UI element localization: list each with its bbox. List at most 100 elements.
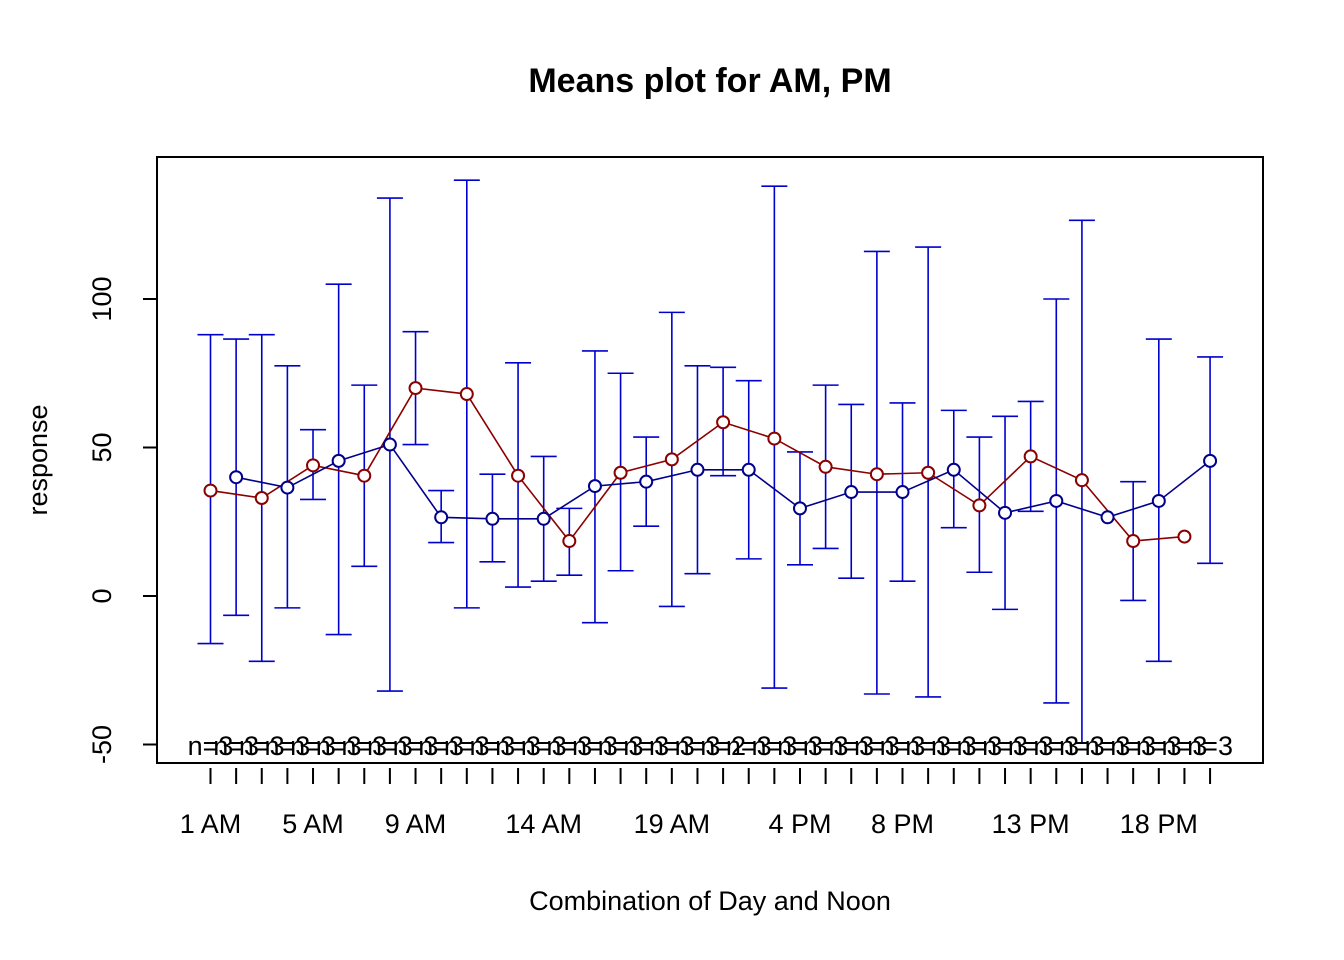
series-lines: [203, 381, 1218, 549]
series-point: [382, 437, 397, 452]
n-label: n=3: [854, 731, 900, 761]
error-bars: [197, 179, 1224, 743]
n-label: n=3: [546, 731, 592, 761]
series-point: [280, 480, 295, 495]
series-point: [690, 462, 705, 477]
series-point: [459, 387, 474, 402]
series-point: [716, 415, 731, 430]
series-point: [408, 381, 423, 396]
series-point: [1151, 493, 1166, 508]
series-point: [664, 452, 679, 467]
y-tick-label: 50: [87, 432, 117, 462]
n-label: n=3: [367, 731, 413, 761]
series-point: [562, 534, 577, 549]
n-label: n=3: [1085, 731, 1131, 761]
n-label: n=3: [649, 731, 695, 761]
series-line: [210, 387, 1185, 543]
n-label: n=3: [956, 731, 1002, 761]
n-label: n=3: [1008, 731, 1054, 761]
series-point: [357, 468, 372, 483]
series-point: [998, 505, 1013, 520]
x-tick-label: 4 PM: [768, 809, 831, 839]
series-point: [511, 468, 526, 483]
n-label: n=3: [290, 731, 336, 761]
n-label: n=3: [598, 731, 644, 761]
series-point: [536, 511, 551, 526]
n-label: n=3: [1059, 731, 1105, 761]
n-label: n=3: [726, 731, 772, 761]
n-label: n=3: [393, 731, 439, 761]
series-point: [639, 474, 654, 489]
series-point: [1100, 510, 1115, 525]
series-point: [767, 431, 782, 446]
x-tick-label: 1 AM: [180, 809, 242, 839]
y-tick-label: 0: [87, 588, 117, 603]
series-1: [203, 381, 1192, 549]
series-point: [331, 453, 346, 468]
n-label: n=3: [1110, 731, 1156, 761]
n-label: n=3: [418, 731, 464, 761]
series-point: [895, 485, 910, 500]
series-point: [306, 458, 321, 473]
n-label: n=3: [495, 731, 541, 761]
x-tick-label: 9 AM: [385, 809, 447, 839]
y-axis-label: response: [23, 404, 53, 515]
series-point: [972, 498, 987, 513]
series-point: [254, 490, 269, 505]
n-label: n=3: [188, 731, 234, 761]
series-point: [1203, 453, 1218, 468]
n-label: n=3: [777, 731, 823, 761]
x-tick-label: 14 AM: [505, 809, 582, 839]
x-tick-label: 19 AM: [634, 809, 711, 839]
plot-frame: [156, 156, 1264, 764]
series-point: [1023, 449, 1038, 464]
n-label: n=3: [521, 731, 567, 761]
x-tick-label: 8 PM: [871, 809, 934, 839]
x-tick-label: 13 PM: [992, 809, 1070, 839]
n-label: n=3: [1162, 731, 1208, 761]
n-label: n=3: [803, 731, 849, 761]
series-point: [869, 467, 884, 482]
n-label: n=3: [572, 731, 618, 761]
n-label: n=3: [1136, 731, 1182, 761]
series-point: [921, 465, 936, 480]
n-label: n=3: [470, 731, 516, 761]
n-label: n=3: [316, 731, 362, 761]
series-line: [235, 443, 1211, 520]
series-point: [1126, 534, 1141, 549]
x-axis-label: Combination of Day and Noon: [529, 886, 891, 916]
n-label: n=3: [880, 731, 926, 761]
n-label: n=3: [1033, 731, 1079, 761]
n-label: n=3: [213, 731, 259, 761]
n-label: n=3: [751, 731, 797, 761]
n-label: n=3: [982, 731, 1028, 761]
series-point: [587, 479, 602, 494]
series-point: [741, 462, 756, 477]
series-point: [485, 511, 500, 526]
series-point: [1177, 529, 1192, 544]
series-point: [844, 485, 859, 500]
series-point: [818, 459, 833, 474]
x-tick-label: 5 AM: [282, 809, 344, 839]
n-label: n=3: [931, 731, 977, 761]
series-point: [792, 501, 807, 516]
series-point: [229, 470, 244, 485]
x-tick-label: 18 PM: [1120, 809, 1198, 839]
n-label: n=3: [675, 731, 721, 761]
n-label: n=3: [1187, 731, 1233, 761]
series-2: [229, 437, 1218, 526]
series-point: [203, 483, 218, 498]
y-axis: -50 0 50 100: [87, 276, 158, 764]
series-point: [613, 465, 628, 480]
n-label: n=3: [905, 731, 951, 761]
n-label: n=3: [264, 731, 310, 761]
n-label: n=3: [828, 731, 874, 761]
series-point: [434, 510, 449, 525]
n-label: n=3: [341, 731, 387, 761]
x-axis: 1 AM 5 AM 9 AM 14 AM 19 AM 4 PM 8 PM 13 PM 18 PM: [180, 768, 1212, 839]
series-point: [1074, 473, 1089, 488]
n-label: n=3: [623, 731, 669, 761]
chart-title: Means plot for AM, PM: [528, 62, 891, 100]
n-label: n=3: [239, 731, 285, 761]
